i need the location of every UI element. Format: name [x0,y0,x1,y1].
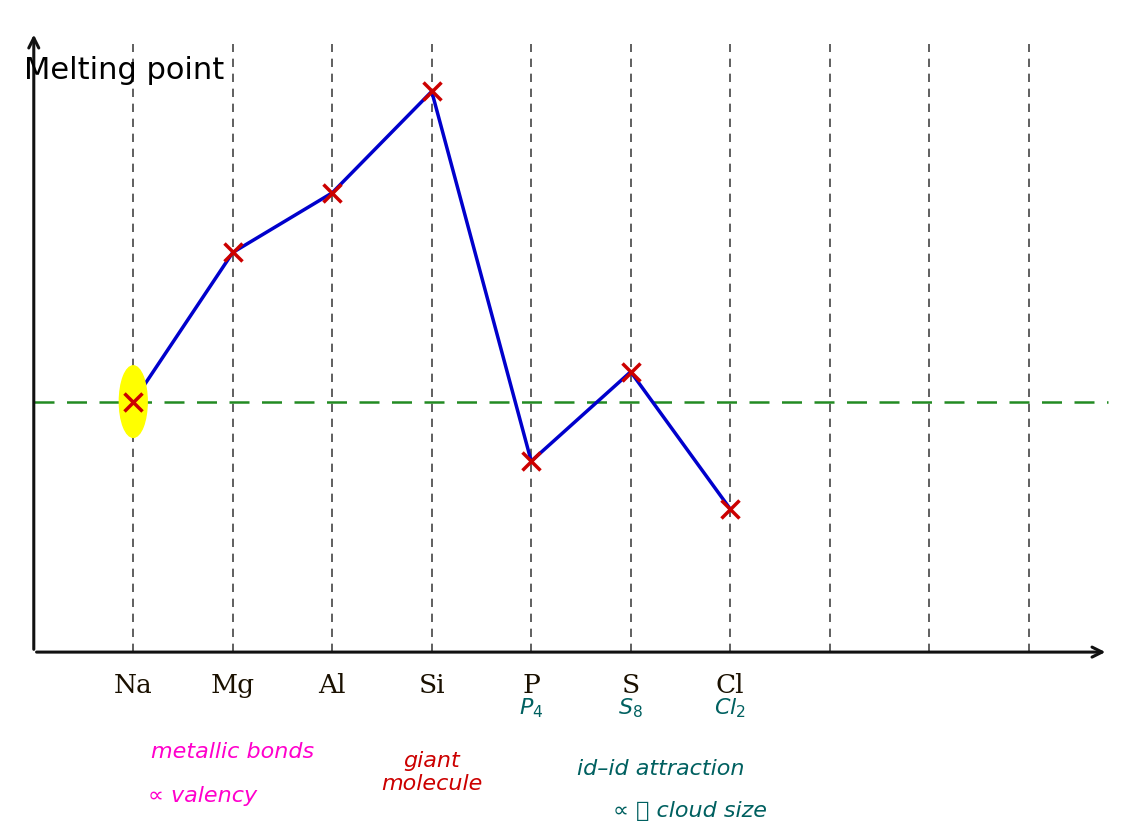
Text: giant
molecule: giant molecule [381,750,482,794]
Ellipse shape [120,366,147,438]
Text: Na: Na [114,673,153,698]
Text: metallic bonds: metallic bonds [151,741,314,761]
Text: Al: Al [319,673,346,698]
Text: Mg: Mg [210,673,255,698]
Text: $Cl_2$: $Cl_2$ [714,697,746,721]
Text: Si: Si [418,673,445,698]
Text: ∝ valency: ∝ valency [148,786,257,806]
Text: id–id attraction: id–id attraction [577,760,745,780]
Text: P: P [522,673,540,698]
Text: Melting point: Melting point [24,56,224,85]
Text: ∝ ⓔ cloud size: ∝ ⓔ cloud size [613,801,767,821]
Text: $P_4$: $P_4$ [518,697,544,721]
Text: S: S [621,673,640,698]
Text: Cl: Cl [716,673,745,698]
Text: $S_8$: $S_8$ [618,697,643,721]
